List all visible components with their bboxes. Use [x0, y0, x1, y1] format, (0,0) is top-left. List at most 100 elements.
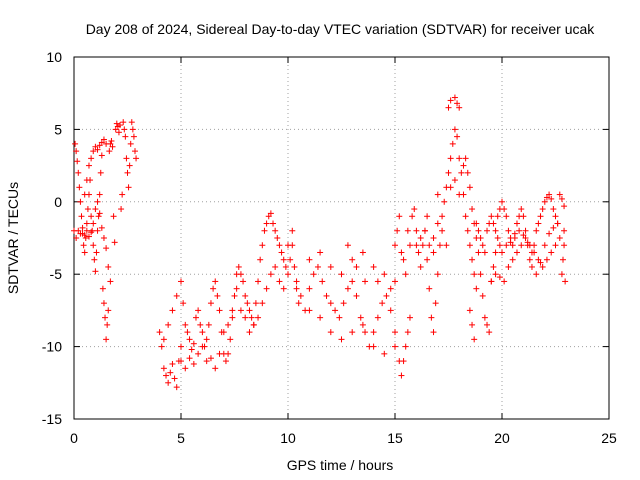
data-point — [267, 210, 274, 217]
data-point — [327, 329, 334, 336]
data-point — [381, 271, 388, 278]
data-point — [192, 314, 199, 321]
data-point — [520, 232, 527, 239]
data-point — [229, 307, 236, 314]
data-points — [71, 94, 569, 391]
data-point — [404, 227, 411, 234]
data-point — [550, 224, 557, 231]
data-point — [156, 329, 163, 336]
data-point — [195, 350, 202, 357]
data-point — [404, 329, 411, 336]
data-point — [537, 213, 544, 220]
data-point — [173, 292, 180, 299]
data-point — [246, 307, 253, 314]
data-point — [124, 169, 131, 176]
data-point — [469, 206, 476, 213]
data-point — [77, 230, 84, 237]
data-point — [91, 256, 98, 263]
data-point — [413, 227, 420, 234]
data-point — [387, 285, 394, 292]
data-point — [456, 104, 463, 111]
data-point — [537, 259, 544, 266]
data-point — [419, 242, 426, 249]
data-point — [110, 213, 117, 220]
data-point — [180, 300, 187, 307]
data-point — [327, 263, 334, 270]
data-point — [556, 191, 563, 198]
data-point — [349, 256, 356, 263]
data-point — [509, 256, 516, 263]
data-point — [332, 307, 339, 314]
data-point — [178, 358, 184, 365]
data-point — [127, 140, 134, 147]
data-point — [349, 329, 356, 336]
data-point — [76, 184, 83, 191]
data-point — [317, 314, 324, 321]
data-point — [93, 249, 100, 256]
data-point — [242, 292, 249, 299]
data-point — [186, 355, 193, 362]
data-point — [240, 278, 247, 285]
data-point — [83, 177, 90, 184]
data-point — [287, 256, 294, 263]
data-point — [394, 227, 401, 234]
data-point — [88, 229, 95, 236]
data-point — [439, 227, 446, 234]
data-point — [297, 292, 304, 299]
data-point — [447, 155, 454, 162]
data-point — [160, 365, 167, 372]
data-point — [103, 336, 110, 343]
data-point — [488, 278, 495, 285]
y-tick-label: -15 — [42, 411, 62, 427]
data-point — [548, 249, 555, 256]
data-point — [522, 227, 529, 234]
data-point — [392, 242, 398, 249]
data-point — [561, 203, 568, 210]
data-point — [99, 285, 106, 292]
data-point — [353, 263, 360, 270]
data-point — [282, 263, 289, 270]
data-point — [90, 242, 97, 249]
data-point — [535, 220, 542, 227]
data-point — [434, 191, 441, 198]
data-point — [280, 285, 287, 292]
plot-frame — [73, 56, 610, 420]
data-point — [554, 220, 561, 227]
data-point — [261, 227, 268, 234]
data-point — [477, 271, 484, 278]
data-point — [212, 365, 219, 372]
data-point — [88, 213, 95, 220]
data-point — [250, 321, 257, 328]
x-tick-label: 15 — [387, 430, 403, 446]
data-point — [336, 314, 343, 321]
data-point — [207, 355, 214, 362]
data-point — [83, 220, 90, 227]
data-point — [85, 162, 92, 169]
data-point — [541, 242, 548, 249]
data-point — [119, 191, 126, 198]
data-point — [370, 343, 377, 350]
data-point — [80, 242, 87, 249]
data-point — [561, 242, 568, 249]
data-point — [163, 372, 170, 379]
data-point — [484, 321, 491, 328]
y-tick-label: 0 — [54, 194, 62, 210]
data-point — [392, 278, 398, 285]
data-point — [291, 263, 298, 270]
data-point — [398, 249, 405, 256]
data-point — [533, 271, 540, 278]
data-point — [257, 256, 264, 263]
data-point — [128, 119, 135, 126]
data-point — [222, 358, 229, 365]
data-point — [451, 94, 458, 101]
data-point — [115, 129, 122, 136]
x-tick-label: 25 — [601, 430, 617, 446]
data-point — [130, 133, 137, 140]
data-point — [92, 268, 99, 275]
data-point — [558, 195, 565, 202]
data-point — [496, 242, 503, 249]
data-point — [479, 242, 486, 249]
data-point — [473, 220, 480, 227]
data-point — [85, 233, 92, 240]
data-point — [133, 155, 140, 162]
